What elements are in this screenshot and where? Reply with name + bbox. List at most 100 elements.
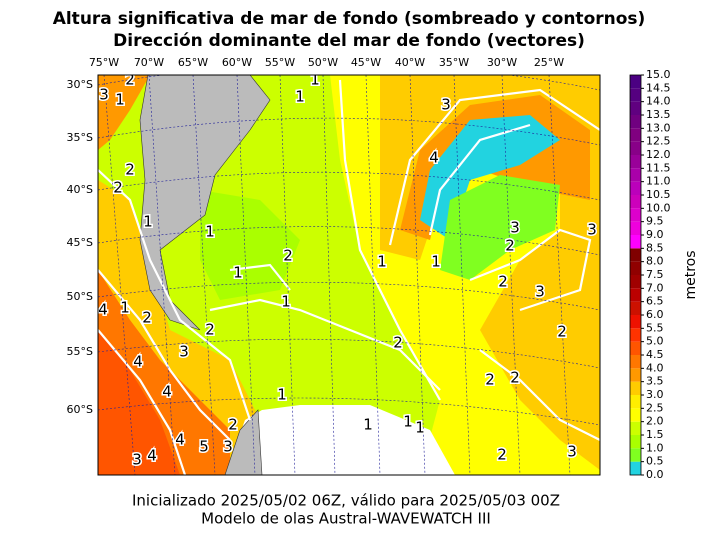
- colorbar-segment: [630, 421, 641, 435]
- colorbar-segment: [630, 381, 641, 395]
- colorbar-tick-label: 5.5: [646, 321, 664, 334]
- colorbar-segment: [630, 448, 641, 462]
- lat-label: 60°S: [67, 403, 93, 416]
- colorbar-segment: [630, 101, 641, 115]
- colorbar-segment: [630, 288, 641, 302]
- colorbar-tick-label: 11.0: [646, 175, 671, 188]
- colorbar-tick-label: 13.0: [646, 121, 671, 134]
- colorbar-tick-label: 5.0: [646, 335, 664, 348]
- contour-label: 5: [199, 438, 209, 456]
- colorbar-segment: [630, 408, 641, 422]
- colorbar-tick-label: 7.5: [646, 268, 664, 281]
- contours: [98, 79, 600, 475]
- wave-zone: [98, 330, 180, 475]
- lon-label: 75°W: [89, 56, 119, 69]
- colorbar-segment: [630, 141, 641, 155]
- colorbar-segment: [630, 395, 641, 409]
- lat-label: 40°S: [67, 183, 93, 196]
- colorbar-segment: [630, 208, 641, 222]
- colorbar-tick-label: 11.5: [646, 161, 671, 174]
- contour-label: 3: [179, 343, 189, 361]
- colorbar-tick-label: 2.5: [646, 401, 664, 414]
- colorbar-label: metros: [683, 250, 699, 299]
- colorbar-tick-label: 2.0: [646, 415, 664, 428]
- antarctica: [225, 405, 455, 475]
- contour-label: 1: [403, 413, 413, 431]
- lon-label: 70°W: [134, 56, 164, 69]
- colorbar-segment: [630, 461, 641, 475]
- contour-label: 3: [535, 283, 545, 301]
- title-line: Altura significativa de mar de fondo (so…: [53, 9, 646, 29]
- colorbar-tick-label: 4.5: [646, 348, 664, 361]
- contour-label: 1: [205, 223, 215, 241]
- contour-label: 2: [510, 369, 520, 387]
- map-frame: [97, 74, 601, 476]
- colorbar-tick-label: 9.5: [646, 215, 664, 228]
- contour-label: 2: [393, 334, 403, 352]
- lon-label: 50°W: [308, 56, 338, 69]
- contour-label: 2: [557, 323, 567, 341]
- contour-label: 2: [113, 179, 123, 197]
- colorbar-tick-label: 10.5: [646, 188, 671, 201]
- colorbar-tick-label: 1.0: [646, 441, 664, 454]
- footer-line: Modelo de olas Austral-WAVEWATCH III: [201, 510, 491, 528]
- colorbar-segment: [630, 275, 641, 289]
- contour-label: 3: [587, 221, 597, 239]
- lat-label: 30°S: [67, 78, 93, 91]
- lat-label: 50°S: [67, 290, 93, 303]
- colorbar-segment: [630, 301, 641, 315]
- colorbar-tick-label: 1.5: [646, 428, 664, 441]
- colorbar-tick-label: 15.0: [646, 68, 671, 81]
- colorbar-tick-label: 14.5: [646, 81, 671, 94]
- contour-label: 2: [125, 71, 135, 89]
- colorbar-tick-label: 8.0: [646, 255, 664, 268]
- colorbar-segment: [630, 75, 641, 89]
- wave-zone: [440, 175, 560, 280]
- contour-label: 1: [115, 91, 125, 109]
- lat-label: 55°S: [67, 345, 93, 358]
- title-line: Dirección dominante del mar de fondo (ve…: [113, 31, 585, 51]
- contour-label: 2: [283, 247, 293, 265]
- contour-label: 3: [223, 438, 233, 456]
- contour-label: 2: [228, 416, 238, 434]
- colorbar-tick-label: 3.0: [646, 388, 664, 401]
- contour-label: 2: [497, 446, 507, 464]
- lon-label: 40°W: [395, 56, 425, 69]
- colorbar-segment: [630, 168, 641, 182]
- contour-label: 1: [363, 416, 373, 434]
- contour-label: 4: [133, 353, 143, 371]
- contour-label: 2: [142, 309, 152, 327]
- colorbar-segment: [630, 115, 641, 129]
- colorbar-tick-label: 9.0: [646, 228, 664, 241]
- contour-label: 2: [205, 321, 215, 339]
- colorbar-segment: [630, 315, 641, 329]
- contour-label: 1: [431, 253, 441, 271]
- colorbar-segment: [630, 355, 641, 369]
- contour-label: 3: [132, 451, 142, 469]
- colorbar-tick-label: 12.0: [646, 148, 671, 161]
- contour-label: 2: [125, 161, 135, 179]
- contour-label: 1: [295, 88, 305, 106]
- colorbar-segment: [630, 155, 641, 169]
- lon-labels: 75°W 70°W 65°W 60°W 55°W 50°W 45°W 40°W 35°W 30°W…: [89, 56, 564, 69]
- colorbar-tick-label: 0.5: [646, 455, 664, 468]
- colorbar-tick-label: 14.0: [646, 95, 671, 108]
- contour-label: 1: [143, 213, 153, 231]
- lon-label: 25°W: [534, 56, 564, 69]
- lon-label: 55°W: [265, 56, 295, 69]
- colorbar-tick-label: 10.0: [646, 201, 671, 214]
- colorbar-segment: [630, 261, 641, 275]
- colorbar-tick-label: 7.0: [646, 281, 664, 294]
- contour-label: 1: [310, 71, 320, 89]
- colorbar: 0.00.51.01.52.02.53.03.54.04.55.05.56.06…: [629, 68, 671, 481]
- colorbar-segment: [630, 88, 641, 102]
- colorbar-segment: [630, 248, 641, 262]
- contour-label: 1: [281, 293, 291, 311]
- colorbar-segment: [630, 435, 641, 449]
- contour-label: 4: [162, 383, 172, 401]
- contour-label: 1: [233, 264, 243, 282]
- contour-label: 1: [277, 386, 287, 404]
